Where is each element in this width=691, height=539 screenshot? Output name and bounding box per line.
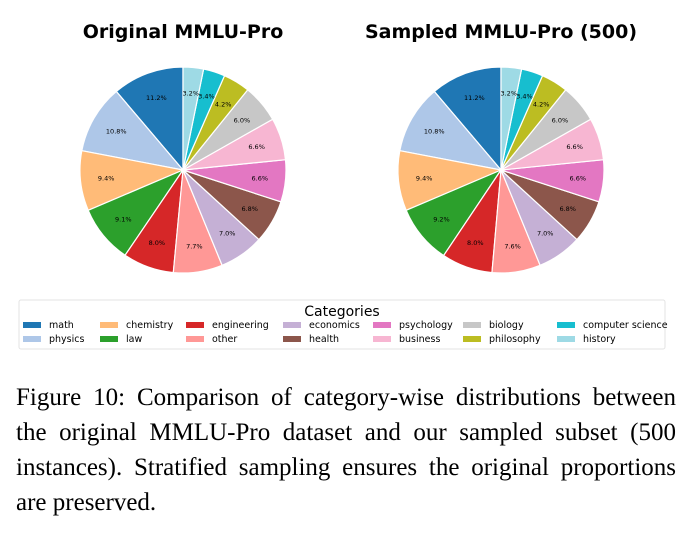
pie-percent-label: 11.2% bbox=[146, 94, 167, 102]
pie-percent-label: 9.2% bbox=[433, 216, 450, 224]
legend-swatch-physics bbox=[23, 336, 41, 342]
legend-swatch-history bbox=[557, 336, 575, 342]
legend-swatch-other bbox=[186, 336, 204, 342]
legend-swatch-psychology bbox=[373, 322, 391, 328]
pie-percent-label: 3.2% bbox=[500, 89, 517, 97]
chart-title-sampled: Sampled MMLU-Pro (500) bbox=[365, 21, 637, 43]
pie-percent-label: 6.0% bbox=[552, 116, 569, 124]
legend-label-philosophy: philosophy bbox=[489, 334, 541, 345]
pie-percent-label: 6.8% bbox=[241, 205, 258, 213]
legend-swatch-biology bbox=[463, 322, 481, 328]
legend-swatch-economics bbox=[283, 322, 301, 328]
legend-swatch-math bbox=[23, 322, 41, 328]
pie-percent-label: 4.2% bbox=[215, 100, 232, 108]
pie-slice-math bbox=[115, 66, 184, 172]
legend-label-engineering: engineering bbox=[212, 320, 269, 331]
pie-percent-label: 9.4% bbox=[416, 175, 433, 183]
legend-swatch-computer-science bbox=[557, 322, 575, 328]
pie-percent-label: 3.4% bbox=[198, 93, 215, 101]
legend-label-math: math bbox=[49, 320, 74, 331]
chart-title-original: Original MMLU-Pro bbox=[83, 21, 284, 43]
pie-percent-label: 7.0% bbox=[219, 230, 236, 238]
legend-label-law: law bbox=[126, 334, 142, 345]
pie-percent-label: 9.1% bbox=[115, 215, 132, 223]
pie-percent-label: 3.4% bbox=[516, 93, 533, 101]
pie-percent-label: 6.6% bbox=[248, 143, 265, 151]
pie-percent-label: 6.0% bbox=[234, 116, 251, 124]
pie-percent-label: 8.0% bbox=[149, 239, 166, 247]
legend-swatch-health bbox=[283, 336, 301, 342]
legend-swatch-chemistry bbox=[100, 322, 118, 328]
legend-label-chemistry: chemistry bbox=[126, 320, 174, 331]
legend-label-business: business bbox=[399, 334, 440, 345]
legend-label-history: history bbox=[583, 334, 616, 345]
pie-percent-label: 6.6% bbox=[566, 143, 583, 151]
pie-percent-label: 9.4% bbox=[98, 175, 115, 183]
pie-percent-label: 8.0% bbox=[467, 239, 484, 247]
legend-swatch-business bbox=[373, 336, 391, 342]
pie-percent-label: 7.7% bbox=[186, 243, 203, 251]
pie-slice-math bbox=[433, 66, 502, 172]
pie-percent-label: 10.8% bbox=[106, 127, 127, 135]
legend-label-health: health bbox=[309, 334, 339, 345]
pie-chart-sampled: 11.2% 10.8% 9.4% 9.2% 8.0% 7.6% 7.0% 6.8% 6.6% 6.… bbox=[397, 66, 605, 274]
figure-caption: Figure 10: Comparison of category-wise d… bbox=[16, 384, 676, 516]
legend-label-computer-science: computer science bbox=[583, 320, 668, 331]
legend-label-psychology: psychology bbox=[399, 320, 453, 331]
pie-slice-physics bbox=[399, 90, 503, 171]
legend-frame bbox=[18, 299, 666, 350]
pie-percent-label: 7.6% bbox=[504, 243, 521, 251]
legend-swatch-philosophy bbox=[463, 336, 481, 342]
legend-items: math physics chemistry law engineering other e… bbox=[23, 320, 668, 345]
legend-label-other: other bbox=[212, 334, 237, 345]
legend: Categories math physics chemistry law engine… bbox=[18, 299, 668, 350]
legend-label-economics: economics bbox=[309, 320, 360, 331]
legend-label-physics: physics bbox=[49, 334, 84, 345]
pie-percent-label: 6.6% bbox=[252, 175, 269, 183]
pie-slice-history bbox=[182, 66, 205, 171]
pie-percent-label: 6.6% bbox=[570, 175, 587, 183]
pie-slice-history bbox=[500, 66, 523, 171]
legend-label-biology: biology bbox=[489, 320, 524, 331]
legend-swatch-law bbox=[100, 336, 118, 342]
legend-title: Categories bbox=[304, 304, 379, 320]
pie-percent-label: 4.2% bbox=[533, 100, 550, 108]
pie-chart-original: 11.2% 10.8% 9.4% 9.1% 8.0% 7.7% 7.0% 6.8% 6.6% 6.… bbox=[79, 66, 287, 274]
pie-percent-label: 7.0% bbox=[537, 230, 554, 238]
pie-percent-label: 11.2% bbox=[464, 94, 485, 102]
pie-slice-physics bbox=[81, 90, 185, 171]
pie-percent-label: 3.2% bbox=[182, 89, 199, 97]
pie-percent-label: 10.8% bbox=[424, 127, 445, 135]
pie-percent-label: 6.8% bbox=[559, 205, 576, 213]
legend-swatch-engineering bbox=[186, 322, 204, 328]
